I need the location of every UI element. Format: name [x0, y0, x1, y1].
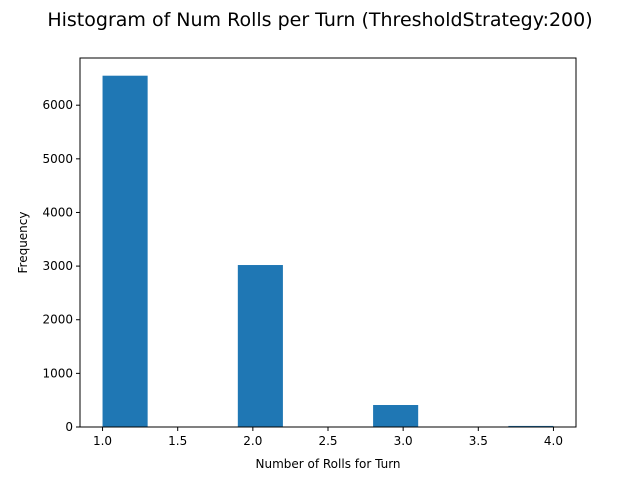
y-tick-label: 0 — [65, 420, 73, 434]
y-tick-label: 2000 — [42, 313, 73, 327]
x-tick-label: 1.5 — [168, 434, 187, 448]
y-axis-label: Frequency — [16, 212, 30, 274]
y-tick-label: 5000 — [42, 152, 73, 166]
histogram-bar — [237, 265, 283, 427]
y-tick-label: 1000 — [42, 366, 73, 380]
x-tick-label: 4.0 — [544, 434, 563, 448]
bars-group — [102, 75, 554, 427]
y-tick-label: 6000 — [42, 98, 73, 112]
x-axis-label: Number of Rolls for Turn — [255, 457, 400, 471]
x-tick-label: 2.0 — [243, 434, 262, 448]
y-axis: 0 1000 2000 3000 4000 5000 6000 — [42, 98, 80, 434]
histogram-bar — [508, 425, 554, 427]
plot-frame — [79, 57, 577, 428]
x-axis: 1.0 1.5 2.0 2.5 3.0 3.5 4.0 — [93, 427, 563, 448]
histogram-bar — [102, 75, 148, 427]
x-tick-label: 1.0 — [93, 434, 112, 448]
x-tick-label: 3.5 — [469, 434, 488, 448]
x-tick-label: 3.0 — [394, 434, 413, 448]
histogram-bar — [373, 405, 419, 427]
x-tick-label: 2.5 — [318, 434, 337, 448]
chart-title: Histogram of Num Rolls per Turn (Thresho… — [47, 9, 592, 31]
y-tick-label: 4000 — [42, 205, 73, 219]
y-tick-label: 3000 — [42, 259, 73, 273]
